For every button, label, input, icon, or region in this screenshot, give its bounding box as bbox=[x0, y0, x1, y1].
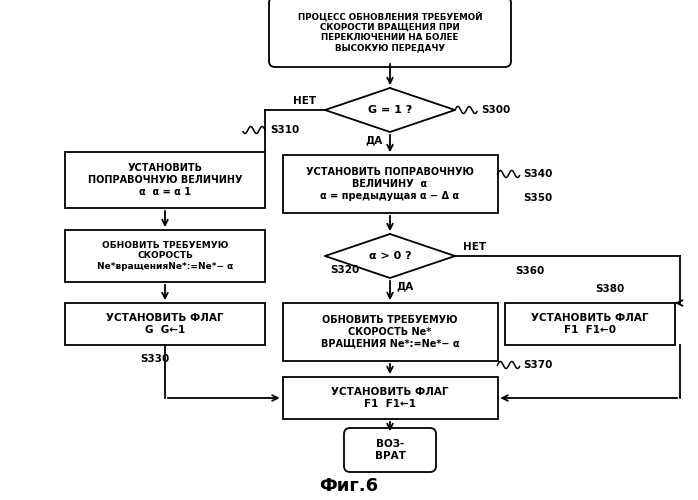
Text: S330: S330 bbox=[140, 354, 170, 364]
Text: S380: S380 bbox=[595, 284, 624, 294]
Text: S360: S360 bbox=[515, 266, 544, 276]
Text: УСТАНОВИТЬ ПОПРАВОЧНУЮ
ВЕЛИЧИНУ  α
α = предыдущая α − Δ α: УСТАНОВИТЬ ПОПРАВОЧНУЮ ВЕЛИЧИНУ α α = пр… bbox=[306, 168, 474, 200]
Text: ОБНОВИТЬ ТРЕБУЕМУЮ
СКОРОСТЬ
Ne*вращенияNe*:=Ne*− α: ОБНОВИТЬ ТРЕБУЕМУЮ СКОРОСТЬ Ne*вращенияN… bbox=[97, 241, 233, 271]
Text: ПРОЦЕСС ОБНОВЛЕНИЯ ТРЕБУЕМОЙ
СКОРОСТИ ВРАЩЕНИЯ ПРИ
ПЕРЕКЛЮЧЕНИИ НА БОЛЕЕ
ВЫСОКУЮ: ПРОЦЕСС ОБНОВЛЕНИЯ ТРЕБУЕМОЙ СКОРОСТИ ВР… bbox=[298, 12, 482, 52]
Text: ДА: ДА bbox=[365, 135, 383, 145]
Bar bbox=[65, 152, 265, 208]
Bar bbox=[65, 230, 265, 282]
Text: НЕТ: НЕТ bbox=[463, 242, 486, 252]
Bar bbox=[283, 155, 498, 213]
FancyBboxPatch shape bbox=[344, 428, 436, 472]
Text: УСТАНОВИТЬ
ПОПРАВОЧНУЮ ВЕЛИЧИНУ
α  α = α 1: УСТАНОВИТЬ ПОПРАВОЧНУЮ ВЕЛИЧИНУ α α = α … bbox=[88, 164, 242, 196]
Text: S370: S370 bbox=[524, 360, 553, 370]
Text: S320: S320 bbox=[330, 265, 359, 275]
Text: ВОЗ-
ВРАТ: ВОЗ- ВРАТ bbox=[375, 439, 406, 461]
Text: ОБНОВИТЬ ТРЕБУЕМУЮ
СКОРОСТЬ Ne*
ВРАЩЕНИЯ Ne*:=Ne*− α: ОБНОВИТЬ ТРЕБУЕМУЮ СКОРОСТЬ Ne* ВРАЩЕНИЯ… bbox=[320, 316, 459, 348]
Text: Фиг.6: Фиг.6 bbox=[320, 477, 378, 495]
Text: УСТАНОВИТЬ ФЛАГ
F1  F1←0: УСТАНОВИТЬ ФЛАГ F1 F1←0 bbox=[531, 313, 648, 335]
Text: УСТАНОВИТЬ ФЛАГ
G  G←1: УСТАНОВИТЬ ФЛАГ G G←1 bbox=[106, 313, 224, 335]
Text: G = 1 ?: G = 1 ? bbox=[368, 105, 412, 115]
Text: S350: S350 bbox=[524, 193, 553, 203]
Bar bbox=[65, 303, 265, 345]
Text: α > 0 ?: α > 0 ? bbox=[369, 251, 411, 261]
Text: УСТАНОВИТЬ ФЛАГ
F1  F1←1: УСТАНОВИТЬ ФЛАГ F1 F1←1 bbox=[332, 387, 449, 409]
Bar bbox=[283, 377, 498, 419]
Text: ДА: ДА bbox=[396, 281, 413, 291]
Text: S340: S340 bbox=[524, 169, 553, 179]
Text: S310: S310 bbox=[270, 125, 299, 135]
Bar bbox=[505, 303, 675, 345]
Bar bbox=[283, 303, 498, 361]
Text: НЕТ: НЕТ bbox=[293, 96, 317, 106]
FancyBboxPatch shape bbox=[269, 0, 511, 67]
Text: S300: S300 bbox=[481, 105, 510, 115]
